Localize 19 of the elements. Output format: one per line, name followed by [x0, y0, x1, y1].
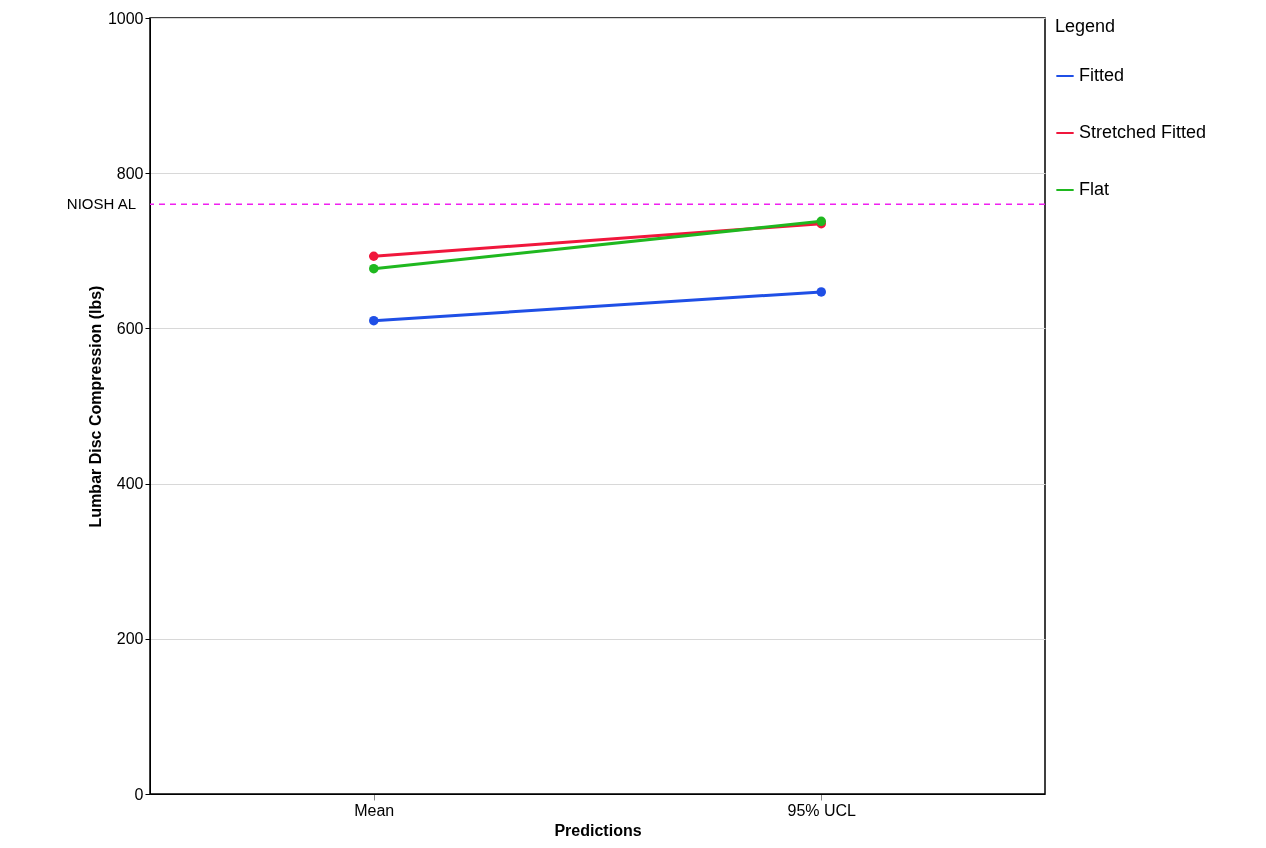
legend-title: Legend — [1055, 16, 1116, 36]
legend-label: Flat — [1079, 179, 1110, 199]
x-axis-title: Predictions — [554, 821, 642, 839]
legend-label: Stretched Fitted — [1079, 122, 1207, 142]
point — [369, 315, 379, 326]
point — [369, 263, 379, 274]
legend-label: Fitted — [1079, 65, 1125, 85]
y-tick-label: 0 — [134, 785, 144, 803]
y-axis-title: Lumbar Disc Compression (lbs) — [86, 285, 104, 528]
x-tick-label: 95% UCL — [787, 801, 857, 819]
y-tick-label: 600 — [116, 319, 144, 337]
point — [816, 287, 826, 297]
x-tick-label: Mean — [354, 801, 395, 819]
y-tick-label: 400 — [116, 475, 144, 493]
y-tick-label: 1000 — [107, 9, 144, 27]
ref-line-label: NIOSH AL — [66, 195, 136, 213]
y-tick-label: 200 — [116, 630, 144, 648]
y-tick-label: 800 — [116, 164, 144, 182]
point — [369, 251, 379, 261]
